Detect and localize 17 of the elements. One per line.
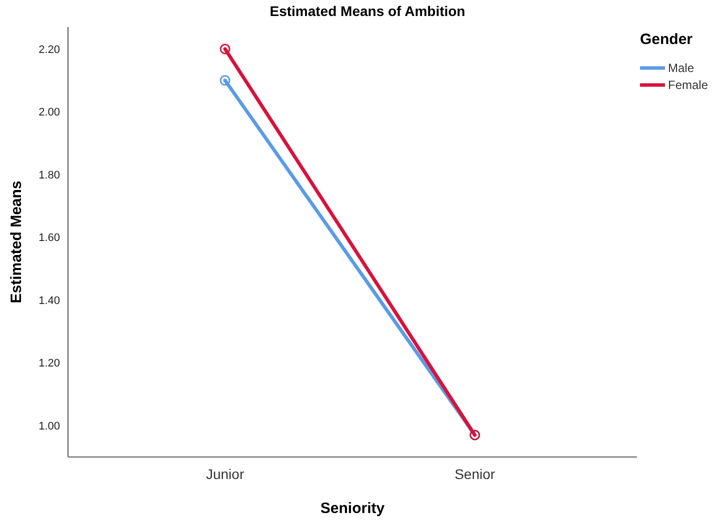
x-tick-label: Senior — [454, 466, 496, 482]
y-tick-label: 2.20 — [38, 44, 60, 56]
chart-title: Estimated Means of Ambition — [270, 3, 466, 19]
y-tick-label: 2.00 — [38, 106, 60, 119]
point — [220, 75, 230, 86]
point — [220, 44, 230, 54]
x-axis-title: Seniority — [320, 500, 386, 517]
y-tick-label: 1.00 — [38, 420, 60, 432]
y-tick-label: 1.20 — [38, 358, 60, 370]
y-tick-label: 1.60 — [38, 232, 60, 244]
legend-title: Gender — [640, 31, 693, 48]
legend-label: Male — [668, 61, 694, 76]
y-tick-label: 1.40 — [38, 294, 60, 307]
legend-label: Female — [668, 78, 708, 92]
x-tick-label: Junior — [206, 466, 244, 482]
y-axis-title: Estimated Means — [8, 180, 25, 304]
y-tick-label: 1.80 — [38, 169, 60, 182]
